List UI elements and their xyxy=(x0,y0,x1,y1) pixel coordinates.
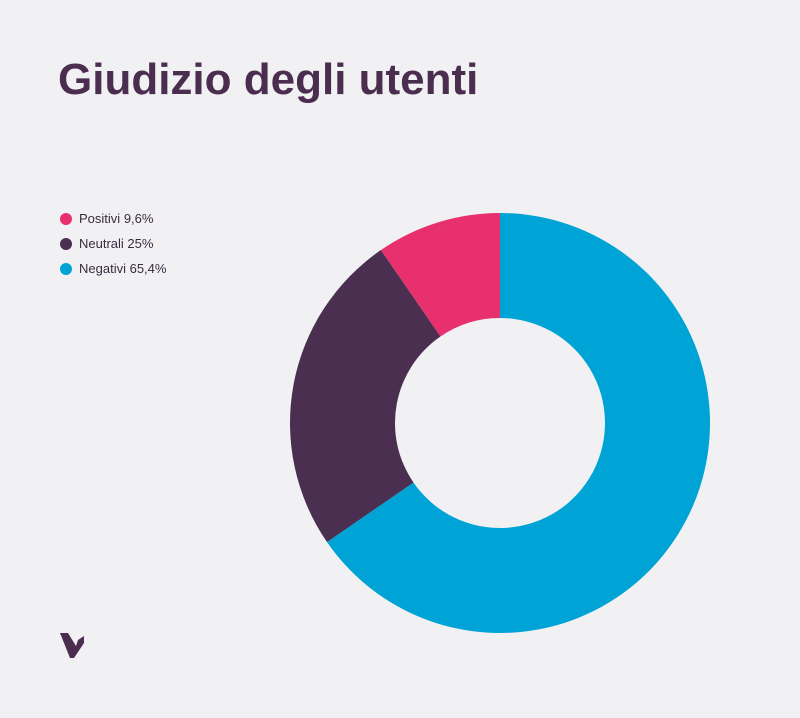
donut-slice xyxy=(327,213,710,634)
donut-slice xyxy=(290,250,441,543)
legend-label: Neutrali 25% xyxy=(79,236,154,251)
legend-name: Negativi xyxy=(79,261,126,276)
legend-label: Positivi 9,6% xyxy=(79,211,154,226)
donut-slice xyxy=(380,213,500,337)
legend-value: 25% xyxy=(127,236,153,251)
legend-name: Positivi xyxy=(79,211,120,226)
legend-marker xyxy=(60,238,72,250)
legend-name: Neutrali xyxy=(79,236,124,251)
legend-label: Negativi 65,4% xyxy=(79,261,167,276)
legend-value: 9,6% xyxy=(124,211,154,226)
legend-value: 65,4% xyxy=(130,261,167,276)
chart-title: Giudizio degli utenti xyxy=(58,55,478,104)
logo xyxy=(60,633,84,658)
legend-marker xyxy=(60,213,72,225)
legend-marker xyxy=(60,263,72,275)
